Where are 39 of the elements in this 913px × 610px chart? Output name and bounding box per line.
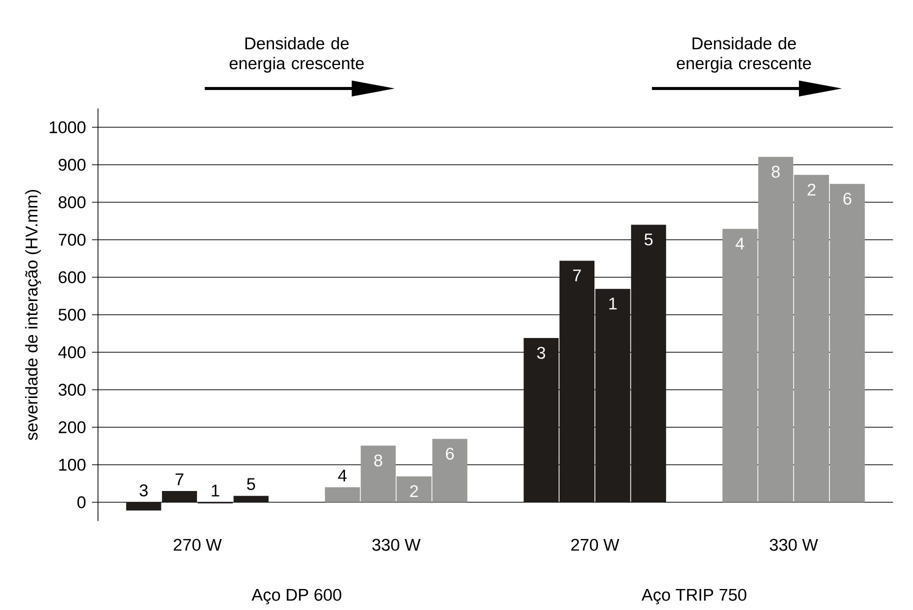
- text: 2: [808, 184, 816, 196]
- x-tick-label: 330 W: [372, 538, 421, 551]
- text: 5: [644, 234, 653, 246]
- y-tick-label: 800: [58, 196, 86, 208]
- x-tick-label: 270 W: [571, 538, 620, 551]
- bar: [162, 491, 197, 502]
- y-tick-label: 100: [59, 458, 86, 471]
- y-tick-label: 1000: [50, 121, 86, 134]
- text: 8: [772, 166, 780, 178]
- y-tick-label: 300: [58, 384, 86, 396]
- y-tick-label: 400: [58, 346, 86, 358]
- series-label: 1: [212, 484, 220, 496]
- text: Densidade de energia crescente: [676, 36, 811, 73]
- text: Aço TRIP 750: [642, 588, 746, 604]
- bar: [234, 496, 269, 502]
- y-tick-label: 200: [58, 421, 86, 434]
- y-tick-label: 500: [58, 308, 86, 321]
- series-label: 2: [410, 485, 418, 498]
- text: 1: [609, 298, 617, 310]
- series-label: 8: [374, 454, 382, 466]
- y-axis-title: severidade de interação (HV.mm): [25, 190, 41, 440]
- y-tick-label: 0: [77, 496, 86, 508]
- series-label: 3: [140, 484, 148, 496]
- text: Densidade de energia crescente: [230, 36, 364, 73]
- text: 7: [573, 270, 581, 282]
- series-label: 7: [176, 474, 184, 486]
- x-tick-label: 330 W: [770, 538, 818, 551]
- y-tick-label: 700: [58, 234, 86, 246]
- series-label: 4: [338, 470, 347, 482]
- y-tick-label: 900: [58, 158, 86, 171]
- series-label: 5: [247, 478, 256, 490]
- text: 6: [843, 192, 852, 205]
- y-tick-label: 600: [58, 271, 86, 284]
- series-label: 6: [446, 448, 454, 460]
- x-tick-label: 270 W: [174, 538, 222, 551]
- text: 4: [736, 238, 744, 250]
- text: 3: [537, 346, 546, 359]
- bar: [126, 502, 162, 511]
- text: Aço DP 600: [252, 588, 342, 604]
